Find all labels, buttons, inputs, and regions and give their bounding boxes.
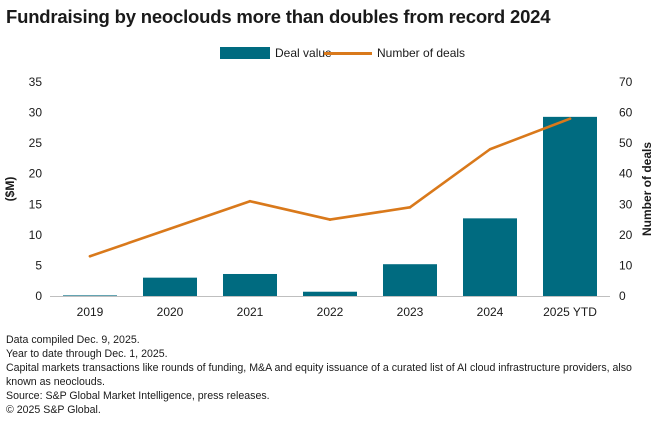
y-right-tick-label: 50 <box>619 136 633 150</box>
y-right-tick-label: 70 <box>619 75 633 89</box>
note-definition: Capital markets transactions like rounds… <box>6 361 632 388</box>
bar-2021 <box>223 273 277 296</box>
deals-point-2023 <box>408 206 412 209</box>
deals-point-2024 <box>488 147 492 151</box>
y-right-tick-label: 20 <box>619 228 633 242</box>
footnotes: Data compiled Dec. 9, 2025. Year to date… <box>6 334 656 417</box>
bar-2023 <box>383 264 437 296</box>
x-tick-label: 2021 <box>237 305 264 319</box>
note-copyright: © 2025 S&P Global. <box>6 403 101 416</box>
note-compiled: Data compiled Dec. 9, 2025. <box>6 334 140 346</box>
legend-item-deal-value: Deal value <box>220 46 332 60</box>
x-tick-label: 2025 YTD <box>543 305 597 319</box>
y-left-tick-label: 25 <box>29 136 43 150</box>
y-left-tick-label: 20 <box>29 167 43 181</box>
note-ytd: Year to date through Dec. 1, 2025. <box>6 347 168 360</box>
x-tick-label: 2022 <box>317 305 344 319</box>
deals-point-2021 <box>248 199 252 203</box>
y-right-axis-title: Number of deals <box>640 142 654 236</box>
x-tick-label: 2023 <box>397 305 424 319</box>
combo-chart: 0 5 10 15 20 25 30 35 0 10 20 30 40 50 60 70 2019 2020 202… <box>3 75 654 319</box>
y-right-tick-label: 40 <box>619 167 633 181</box>
x-tick-label: 2024 <box>477 305 504 319</box>
x-tick-label: 2020 <box>157 305 184 319</box>
legend-swatch-number-of-deals <box>324 51 372 55</box>
bar-2022 <box>303 291 357 296</box>
y-left-tick-label: 30 <box>29 106 43 120</box>
legend-item-number-of-deals: Number of deals <box>324 46 465 60</box>
y-left-tick-label: 35 <box>29 75 43 89</box>
chart-title: Fundraising by neoclouds more than doubl… <box>6 6 551 27</box>
bar-2019 <box>63 295 117 296</box>
x-tick-label: 2019 <box>77 305 104 319</box>
y-right-tick-label: 30 <box>619 197 633 211</box>
bar-2025-ytd <box>543 116 597 296</box>
y-left-tick-label: 15 <box>29 197 43 211</box>
note-source: Source: S&P Global Market Intelligence, … <box>6 389 270 402</box>
deals-point-2020 <box>168 227 172 231</box>
legend-swatch-deal-value <box>220 47 270 59</box>
y-left-tick-label: 10 <box>29 228 43 242</box>
y-right-tick-label: 60 <box>619 106 633 120</box>
y-left-tick-label: 5 <box>35 258 42 272</box>
y-left-tick-label: 0 <box>35 289 42 303</box>
bar-2020 <box>143 277 197 296</box>
deals-point-2022 <box>328 218 332 221</box>
bar-2024 <box>463 218 517 296</box>
y-left-axis-title: ($M) <box>3 177 17 202</box>
legend-label-deal-value: Deal value <box>275 46 332 60</box>
legend-label-number-of-deals: Number of deals <box>377 46 466 60</box>
legend: Deal value Number of deals <box>0 46 660 64</box>
y-right-tick-label: 10 <box>619 258 633 272</box>
deals-point-2019 <box>88 254 92 258</box>
deals-point-2025-ytd <box>568 117 572 120</box>
y-right-tick-label: 0 <box>619 289 626 303</box>
